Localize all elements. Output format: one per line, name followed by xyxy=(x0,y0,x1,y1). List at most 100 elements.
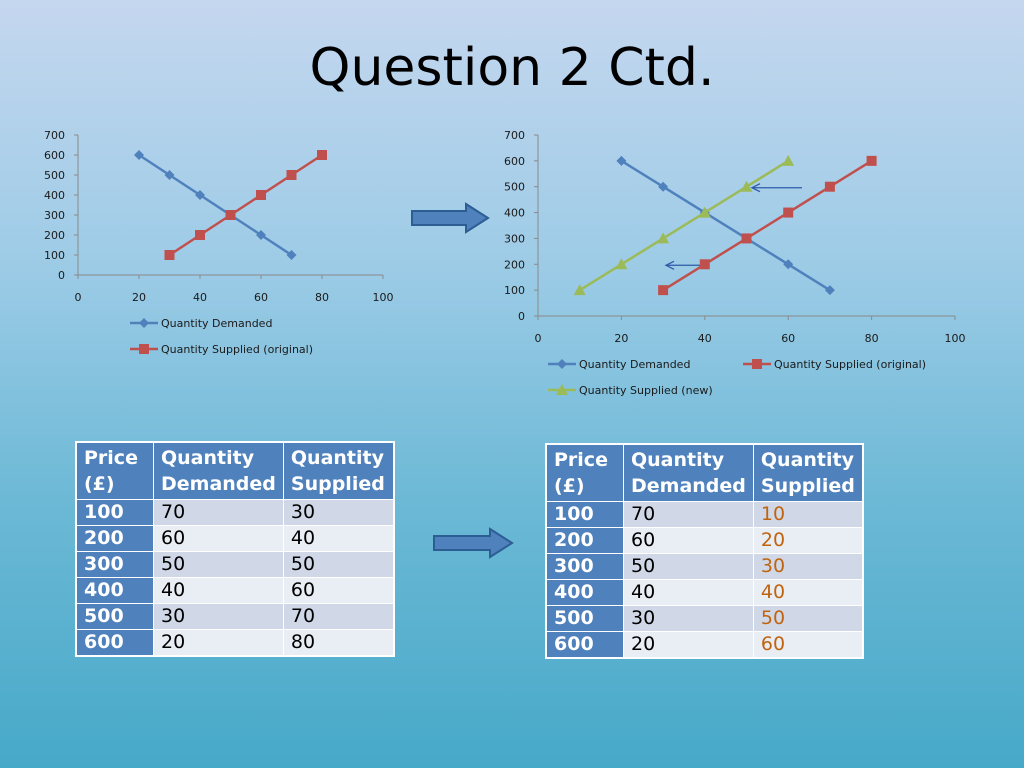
header-quantity-supplied: Quantity Supplied xyxy=(282,442,395,500)
new-schedule-table: Price (£) Quantity Demanded Quantity Sup… xyxy=(546,444,864,658)
data-point xyxy=(740,180,753,192)
data-point xyxy=(195,230,205,240)
x-tick-label: 60 xyxy=(254,291,268,304)
quantity-demanded-cell: 20 xyxy=(623,631,754,658)
legend-label: Quantity Supplied (original) xyxy=(774,358,926,371)
y-tick-label: 200 xyxy=(44,229,65,242)
header-quantity-supplied: Quantity Supplied xyxy=(752,444,864,502)
data-point xyxy=(195,190,205,200)
quantity-supplied-cell: 10 xyxy=(752,501,864,528)
x-tick-label: 100 xyxy=(373,291,394,304)
right-block-arrow-icon xyxy=(433,527,514,559)
quantity-demanded-cell: 30 xyxy=(153,603,284,630)
table-row: 100 70 10 xyxy=(546,501,864,528)
price-cell: 600 xyxy=(546,631,624,658)
quantity-demanded-cell: 50 xyxy=(623,553,754,580)
quantity-supplied-cell: 70 xyxy=(282,603,395,630)
data-point xyxy=(615,258,628,270)
data-point xyxy=(286,250,297,260)
quantity-demanded-cell: 50 xyxy=(153,551,284,578)
data-point xyxy=(698,206,711,218)
data-point xyxy=(139,344,149,354)
quantity-demanded-cell: 60 xyxy=(623,527,754,554)
quantity-supplied-cell: 80 xyxy=(282,629,395,656)
y-tick-label: 400 xyxy=(504,207,525,220)
price-cell: 600 xyxy=(76,629,154,656)
quantity-demanded-cell: 70 xyxy=(153,499,284,526)
series-line xyxy=(662,159,873,292)
header-price: Price (£) xyxy=(76,442,154,500)
quantity-supplied-cell: 40 xyxy=(282,525,395,552)
data-point xyxy=(616,155,627,166)
quantity-supplied-cell: 60 xyxy=(282,577,395,604)
table-row: 500 30 70 xyxy=(76,603,395,630)
quantity-supplied-cell: 30 xyxy=(282,499,395,526)
quantity-demanded-cell: 60 xyxy=(153,525,284,552)
data-point xyxy=(657,232,670,244)
x-tick-label: 40 xyxy=(193,291,207,304)
quantity-demanded-cell: 20 xyxy=(153,629,284,656)
data-point xyxy=(317,150,327,160)
data-point xyxy=(164,170,175,180)
quantity-supplied-cell: 20 xyxy=(752,527,864,554)
legend-label: Quantity Demanded xyxy=(161,317,272,330)
quantity-demanded-cell: 70 xyxy=(623,501,754,528)
data-point xyxy=(139,318,149,328)
data-point xyxy=(783,259,794,270)
quantity-supplied-cell: 50 xyxy=(752,605,864,632)
price-cell: 400 xyxy=(546,579,624,606)
table-row: 200 60 20 xyxy=(546,527,864,554)
data-point xyxy=(782,154,795,166)
data-point xyxy=(783,207,794,218)
series-line xyxy=(620,159,831,292)
data-point xyxy=(741,233,752,244)
data-point xyxy=(256,230,266,240)
data-point xyxy=(752,359,762,369)
data-point xyxy=(658,181,669,192)
x-tick-label: 0 xyxy=(535,332,542,345)
data-point xyxy=(866,155,877,166)
y-tick-label: 700 xyxy=(504,129,525,142)
x-tick-label: 100 xyxy=(945,332,966,345)
price-cell: 300 xyxy=(546,553,624,580)
y-tick-label: 300 xyxy=(504,232,525,245)
price-cell: 300 xyxy=(76,551,154,578)
quantity-supplied-cell: 60 xyxy=(752,631,864,658)
right-block-arrow-icon xyxy=(411,202,490,234)
data-point xyxy=(164,250,175,260)
data-point xyxy=(699,259,710,270)
table-row: 400 40 40 xyxy=(546,579,864,606)
data-point xyxy=(286,170,297,180)
header-quantity-demanded: Quantity Demanded xyxy=(623,444,754,502)
legend-label: Quantity Supplied (new) xyxy=(579,384,713,397)
slide-title: Question 2 Ctd. xyxy=(309,38,715,98)
x-tick-label: 20 xyxy=(614,332,628,345)
quantity-demanded-cell: 30 xyxy=(623,605,754,632)
table-row: 500 30 50 xyxy=(546,605,864,632)
price-cell: 100 xyxy=(76,499,154,526)
table-row: 300 50 30 xyxy=(546,553,864,580)
y-tick-label: 500 xyxy=(44,169,65,182)
y-tick-label: 0 xyxy=(58,269,65,282)
series-line xyxy=(579,159,789,292)
quantity-demanded-cell: 40 xyxy=(623,579,754,606)
y-tick-label: 400 xyxy=(44,189,65,202)
y-tick-label: 600 xyxy=(44,149,65,162)
x-tick-label: 80 xyxy=(865,332,879,345)
y-tick-label: 500 xyxy=(504,181,525,194)
y-tick-label: 700 xyxy=(44,129,65,142)
series-line xyxy=(138,153,293,257)
x-tick-label: 60 xyxy=(781,332,795,345)
x-tick-label: 80 xyxy=(315,291,329,304)
table-row: 100 70 30 xyxy=(76,499,395,526)
y-tick-label: 300 xyxy=(44,209,65,222)
table-row: 600 20 80 xyxy=(76,629,395,656)
table-row: 400 40 60 xyxy=(76,577,395,604)
legend-label: Quantity Demanded xyxy=(579,358,690,371)
header-price: Price (£) xyxy=(546,444,624,502)
quantity-supplied-cell: 40 xyxy=(752,579,864,606)
data-point xyxy=(556,384,568,395)
y-tick-label: 0 xyxy=(518,310,525,323)
table-row: 600 20 60 xyxy=(546,631,864,658)
